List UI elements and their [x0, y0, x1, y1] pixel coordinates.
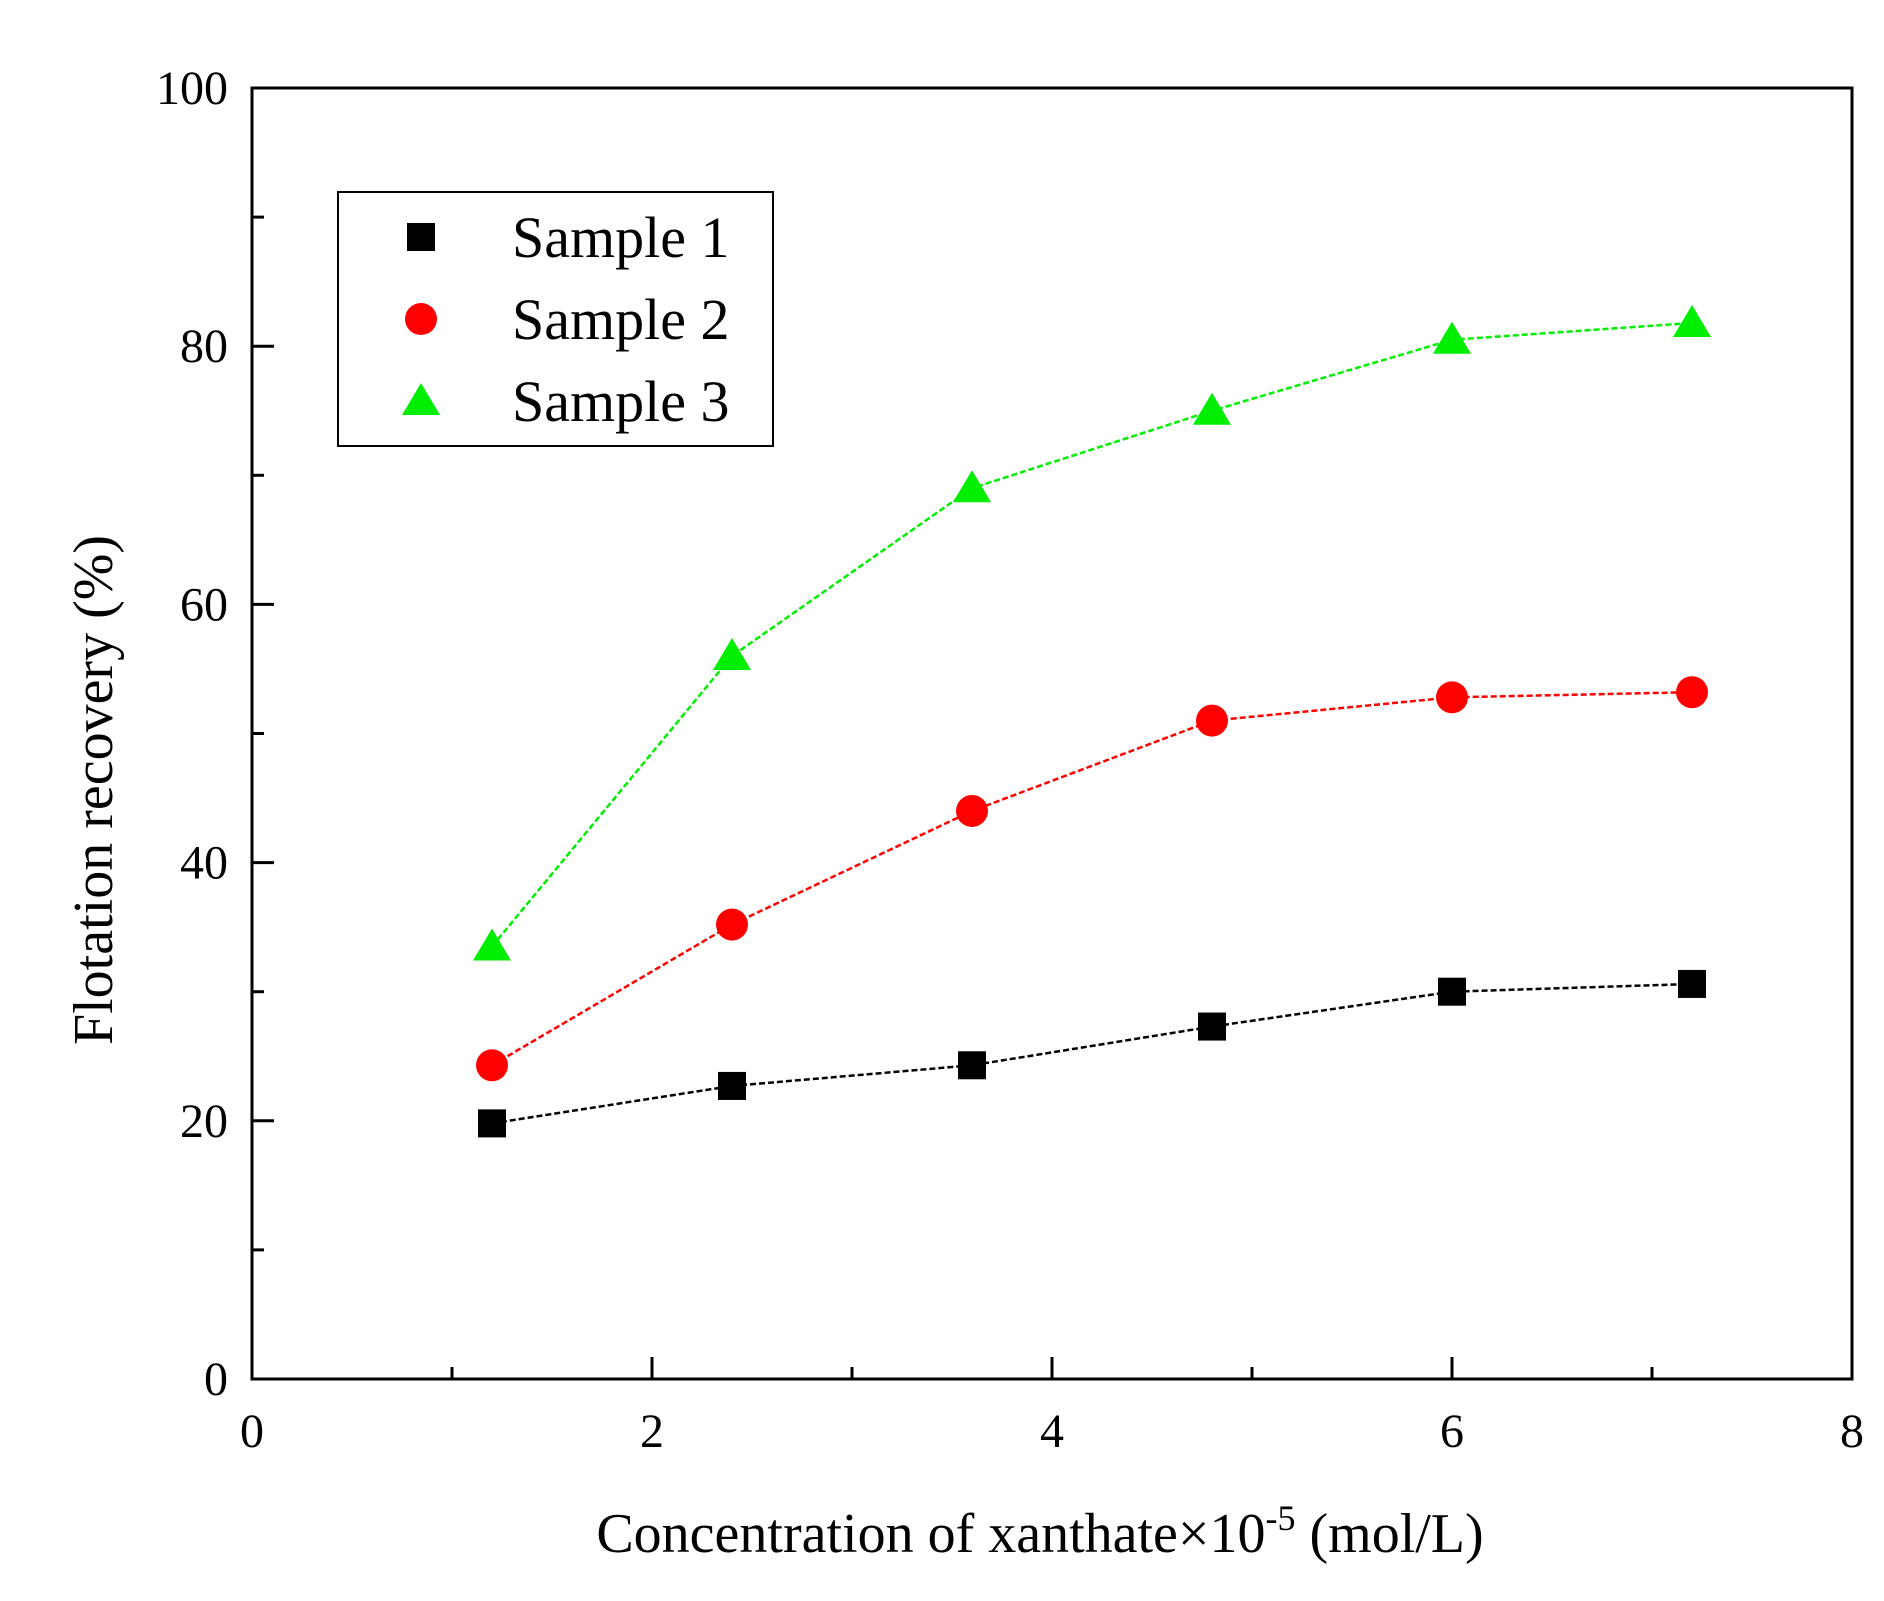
y-tick-label: 60 [180, 578, 228, 631]
y-tick-label: 80 [180, 320, 228, 373]
data-point-sample-3 [1673, 304, 1711, 337]
x-tick-label: 4 [1040, 1405, 1064, 1458]
y-tick-label: 100 [156, 62, 228, 115]
data-point-sample-2 [476, 1049, 508, 1082]
x-axis-label: Concentration of xanthate×10-5 (mol/L) [596, 1498, 1483, 1565]
data-point-sample-3 [473, 928, 511, 961]
data-point-sample-1 [1438, 977, 1466, 1006]
data-point-sample-2 [956, 794, 988, 827]
legend-items: Sample 1 Sample 2 Sample 3 [402, 205, 729, 434]
x-axis-label-main: Concentration of xanthate×10 [596, 1503, 1265, 1565]
series-lines [491, 321, 1693, 1125]
data-point-sample-1 [718, 1071, 746, 1100]
data-point-sample-2 [1676, 676, 1708, 709]
data-point-sample-1 [1678, 969, 1706, 998]
x-axis-label-exponent: -5 [1265, 1498, 1295, 1538]
plot-frame [250, 86, 1854, 1381]
y-axis-label: Flotation recovery (%) [63, 535, 125, 1045]
y-tick-label: 0 [204, 1353, 228, 1406]
legend-marker-sample-2 [405, 303, 437, 335]
data-point-sample-3 [1433, 321, 1471, 354]
x-tick-label: 6 [1440, 1405, 1464, 1458]
data-point-sample-2 [1196, 704, 1228, 737]
data-point-sample-3 [713, 638, 751, 671]
data-point-sample-3 [1193, 392, 1231, 425]
y-tick-label: 20 [180, 1095, 228, 1148]
data-point-sample-1 [478, 1109, 506, 1138]
legend-label-sample-3: Sample 3 [512, 369, 729, 434]
series-line-sample-3 [491, 321, 1693, 948]
data-point-sample-2 [716, 908, 748, 941]
legend-marker-sample-3 [402, 383, 440, 415]
data-point-sample-1 [958, 1051, 986, 1080]
x-tick-label: 0 [240, 1405, 264, 1458]
y-tick-label: 40 [180, 837, 228, 890]
x-axis-label-unit: (mol/L) [1295, 1503, 1483, 1565]
legend: Sample 1 Sample 2 Sample 3 [337, 191, 774, 447]
series-line-sample-1 [491, 982, 1693, 1125]
legend-marker-sample-1 [407, 223, 435, 251]
series-markers [473, 304, 1711, 1138]
x-tick-label: 2 [640, 1405, 664, 1458]
legend-label-sample-2: Sample 2 [512, 287, 729, 352]
data-point-sample-2 [1436, 681, 1468, 714]
data-point-sample-3 [953, 470, 991, 503]
legend-label-sample-1: Sample 1 [512, 205, 729, 270]
data-point-sample-1 [1198, 1012, 1226, 1041]
x-tick-label: 8 [1840, 1405, 1864, 1458]
series-line-sample-2 [491, 690, 1693, 1067]
